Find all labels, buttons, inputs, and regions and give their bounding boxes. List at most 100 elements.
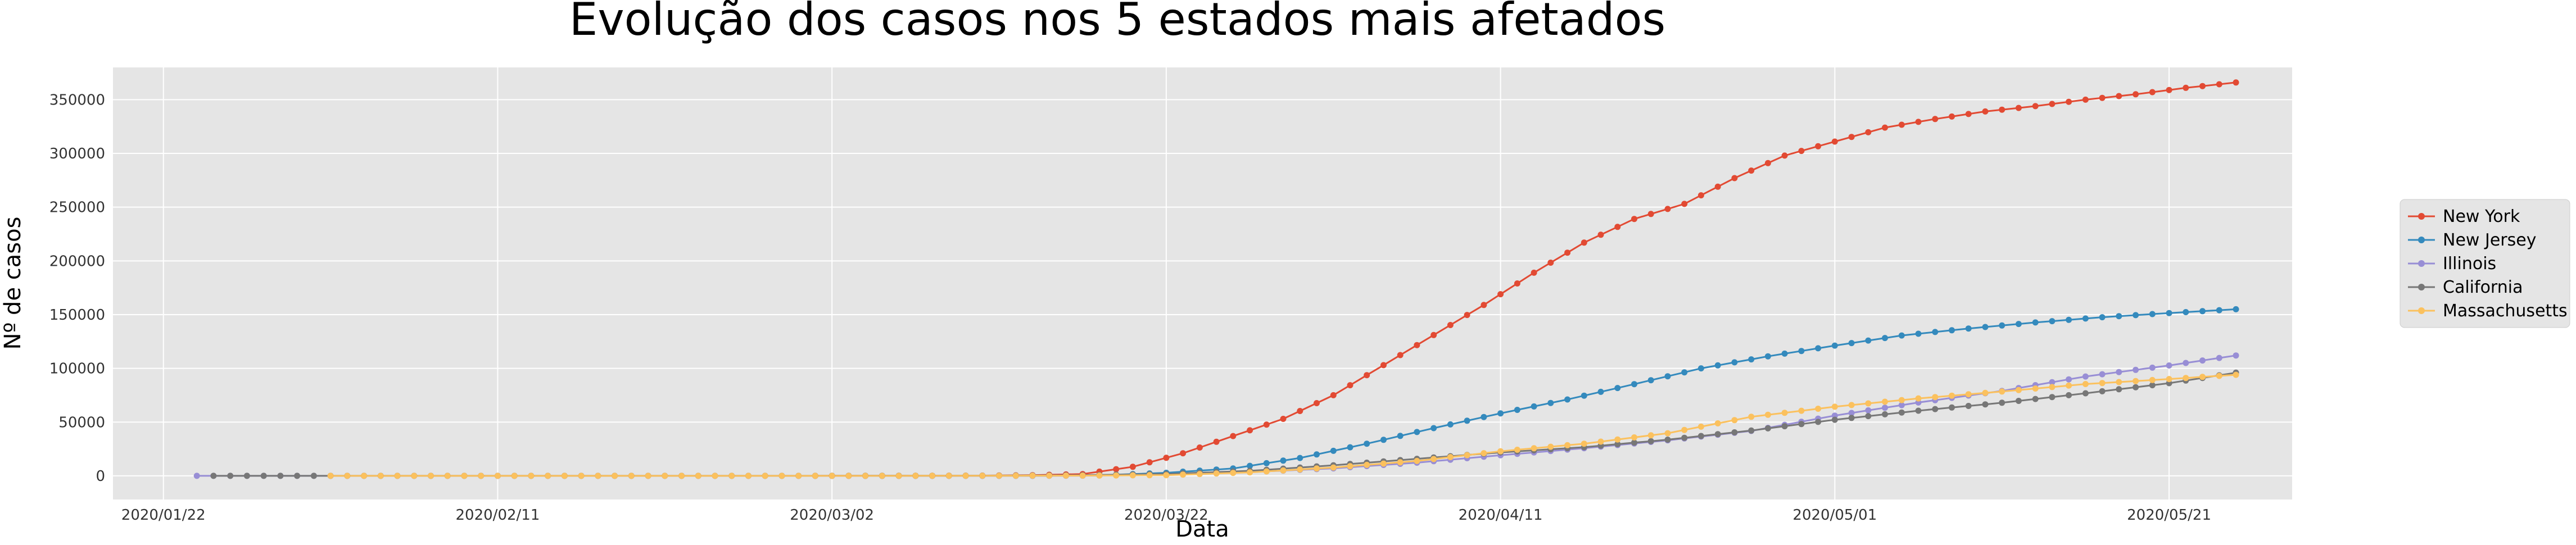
data-point — [2166, 87, 2172, 93]
data-point — [1697, 192, 1704, 199]
data-point — [1647, 377, 1654, 384]
data-point — [1263, 460, 1270, 466]
data-point — [1012, 473, 1019, 479]
data-point — [1531, 269, 1537, 276]
data-point — [1481, 450, 1487, 457]
data-point — [1949, 113, 1955, 120]
data-point — [1731, 175, 1738, 181]
y-tick-label: 200000 — [49, 253, 105, 270]
data-point — [929, 473, 936, 479]
data-point — [1380, 460, 1387, 467]
data-point — [1547, 443, 1554, 450]
data-point — [1664, 373, 1671, 380]
data-point — [1848, 402, 1855, 408]
data-point — [2116, 369, 2122, 375]
data-point — [1614, 441, 1621, 447]
data-point — [193, 473, 200, 479]
data-point — [1163, 472, 1170, 479]
x-tick-label: 2020/02/11 — [456, 507, 540, 524]
data-point — [2066, 316, 2072, 323]
data-point — [996, 473, 1002, 479]
data-point — [511, 473, 518, 479]
data-point — [1965, 403, 1972, 409]
data-point — [1314, 451, 1320, 458]
data-point — [495, 473, 501, 479]
data-point — [1798, 421, 1805, 428]
data-point — [1430, 331, 1437, 338]
data-point — [277, 473, 284, 479]
data-point — [1865, 413, 1872, 420]
data-point — [1464, 417, 1470, 424]
data-point — [1731, 359, 1738, 366]
data-point — [1798, 407, 1805, 414]
data-point — [1180, 450, 1187, 457]
data-point — [1848, 134, 1855, 140]
data-point — [1898, 402, 1905, 408]
data-point — [1631, 216, 1637, 222]
data-point — [1397, 352, 1404, 358]
data-point — [2032, 396, 2039, 402]
data-point — [1481, 302, 1487, 308]
data-point — [444, 473, 451, 479]
data-point — [612, 473, 618, 479]
legend-marker — [2418, 237, 2425, 243]
data-point — [2099, 388, 2106, 394]
data-point — [1330, 392, 1337, 398]
data-point — [2199, 374, 2206, 380]
data-point — [327, 473, 334, 479]
data-point — [962, 473, 969, 479]
data-point — [1898, 397, 1905, 403]
data-point — [1631, 381, 1637, 388]
data-point — [628, 473, 635, 479]
plot-area — [113, 67, 2292, 499]
data-point — [1932, 406, 1939, 412]
data-point — [2183, 360, 2189, 366]
data-point — [1280, 457, 1287, 464]
data-point — [1882, 398, 1888, 405]
data-point — [1347, 382, 1353, 389]
y-axis-label: Nº de casos — [0, 217, 26, 350]
data-point — [1815, 419, 1822, 425]
data-point — [1397, 433, 1404, 439]
data-point — [1380, 437, 1387, 443]
data-point — [1714, 431, 1721, 438]
data-point — [2082, 390, 2089, 397]
data-point — [428, 473, 434, 479]
data-point — [879, 473, 885, 479]
data-point — [1848, 410, 1855, 416]
data-point — [1614, 224, 1621, 230]
data-point — [1798, 348, 1805, 355]
data-point — [1447, 322, 1454, 328]
data-point — [1949, 392, 1955, 399]
y-tick-labels: 0 50000 100000 150000 200000 250000 300000 3500… — [49, 92, 105, 485]
data-point — [728, 473, 735, 479]
data-point — [2216, 373, 2222, 379]
data-point — [1481, 414, 1487, 420]
data-point — [1564, 396, 1571, 403]
data-point — [2183, 375, 2189, 382]
data-point — [1915, 330, 1922, 337]
x-tick-label: 2020/04/11 — [1459, 507, 1543, 524]
data-point — [712, 473, 718, 479]
data-point — [1230, 433, 1237, 439]
data-point — [1263, 421, 1270, 428]
data-point — [1748, 167, 1755, 174]
data-point — [1848, 415, 1855, 421]
data-point — [2216, 355, 2222, 361]
legend-marker — [2418, 284, 2425, 290]
data-point — [2133, 384, 2139, 390]
x-tick-label: 2020/03/02 — [790, 507, 874, 524]
x-tick-label: 2020/03/22 — [1124, 507, 1208, 524]
data-point — [1748, 414, 1755, 420]
data-point — [1263, 468, 1270, 475]
data-point — [2199, 83, 2206, 89]
data-point — [1882, 405, 1888, 411]
data-point — [1581, 392, 1587, 399]
data-point — [260, 473, 267, 479]
x-tick-labels: 2020/01/22 2020/02/11 2020/03/02 2020/03/22… — [121, 507, 2211, 524]
data-point — [294, 473, 301, 479]
data-point — [2099, 94, 2106, 101]
data-point — [1932, 329, 1939, 335]
data-point — [1965, 325, 1972, 332]
data-point — [1865, 337, 1872, 344]
